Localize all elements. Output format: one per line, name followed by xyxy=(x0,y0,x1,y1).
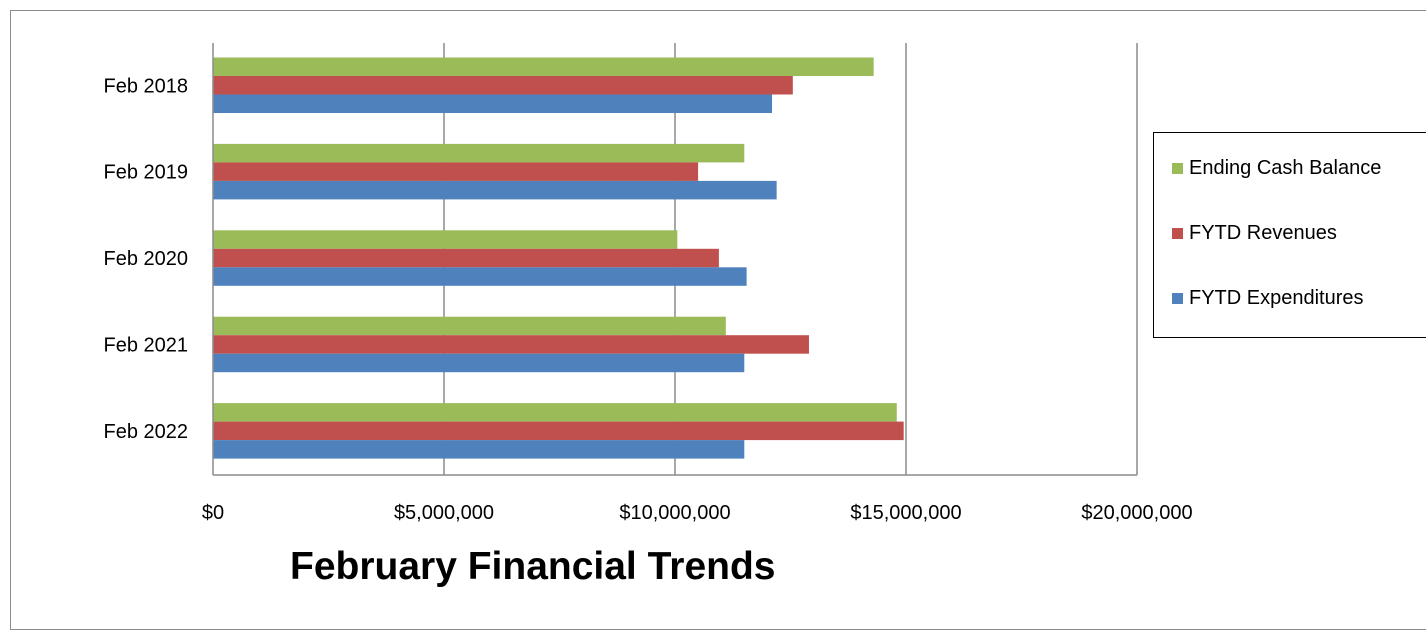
legend-label-fytd-revenues: FYTD Revenues xyxy=(1189,222,1337,244)
x-tick-label: $20,000,000 xyxy=(1081,502,1192,524)
legend-swatch-fytd-expenditures xyxy=(1172,293,1183,304)
category-label: Feb 2020 xyxy=(103,248,188,270)
bar-ending-cash-balance-feb-2020 xyxy=(213,230,678,249)
x-tick-label: $15,000,000 xyxy=(850,502,961,524)
bar-ending-cash-balance-feb-2022 xyxy=(213,403,897,422)
bar-fytd-expenditures-feb-2019 xyxy=(213,180,777,200)
bar-fytd-revenues-feb-2022 xyxy=(213,421,904,441)
bar-ending-cash-balance-feb-2021 xyxy=(213,316,726,336)
x-tick-label: $5,000,000 xyxy=(394,502,494,524)
legend: Ending Cash Balance FYTD Revenues FYTD E… xyxy=(1153,132,1426,338)
bar-fytd-revenues-feb-2020 xyxy=(213,248,719,268)
bar-chart: $0 $5,000,000 $10,000,000 $15,000,000 $20,00… xyxy=(103,43,1193,524)
legend-label-fytd-expenditures: FYTD Expenditures xyxy=(1189,287,1364,309)
category-label: Feb 2018 xyxy=(103,75,188,97)
x-tick-label: $0 xyxy=(202,502,224,524)
bar-fytd-revenues-feb-2021 xyxy=(213,335,809,354)
x-tick-label: $10,000,000 xyxy=(619,502,730,524)
bar-fytd-revenues-feb-2018 xyxy=(213,76,793,95)
category-label: Feb 2021 xyxy=(103,334,188,356)
labels: $0 $5,000,000 $10,000,000 $15,000,000 $20,00… xyxy=(103,75,1192,524)
bar-fytd-expenditures-feb-2022 xyxy=(213,440,745,459)
axes xyxy=(212,43,1137,476)
legend-swatch-fytd-revenues xyxy=(1172,228,1183,239)
legend-item-fytd-revenues: FYTD Revenues xyxy=(1172,222,1337,245)
bar-fytd-expenditures-feb-2020 xyxy=(213,267,747,286)
legend-label-ending-cash-balance: Ending Cash Balance xyxy=(1189,157,1382,179)
legend-swatch-ending-cash-balance xyxy=(1172,163,1183,174)
bar-fytd-expenditures-feb-2018 xyxy=(213,94,773,113)
chart-title: February Financial Trends xyxy=(290,545,776,588)
bar-fytd-revenues-feb-2019 xyxy=(213,162,699,181)
legend-item-fytd-expenditures: FYTD Expenditures xyxy=(1172,287,1364,310)
bar-fytd-expenditures-feb-2021 xyxy=(213,353,745,373)
category-label: Feb 2019 xyxy=(103,162,188,184)
bar-ending-cash-balance-feb-2018 xyxy=(213,57,874,76)
legend-item-ending-cash-balance: Ending Cash Balance xyxy=(1172,157,1381,180)
category-label: Feb 2022 xyxy=(103,421,188,443)
bars xyxy=(213,57,904,459)
bar-ending-cash-balance-feb-2019 xyxy=(213,143,745,163)
